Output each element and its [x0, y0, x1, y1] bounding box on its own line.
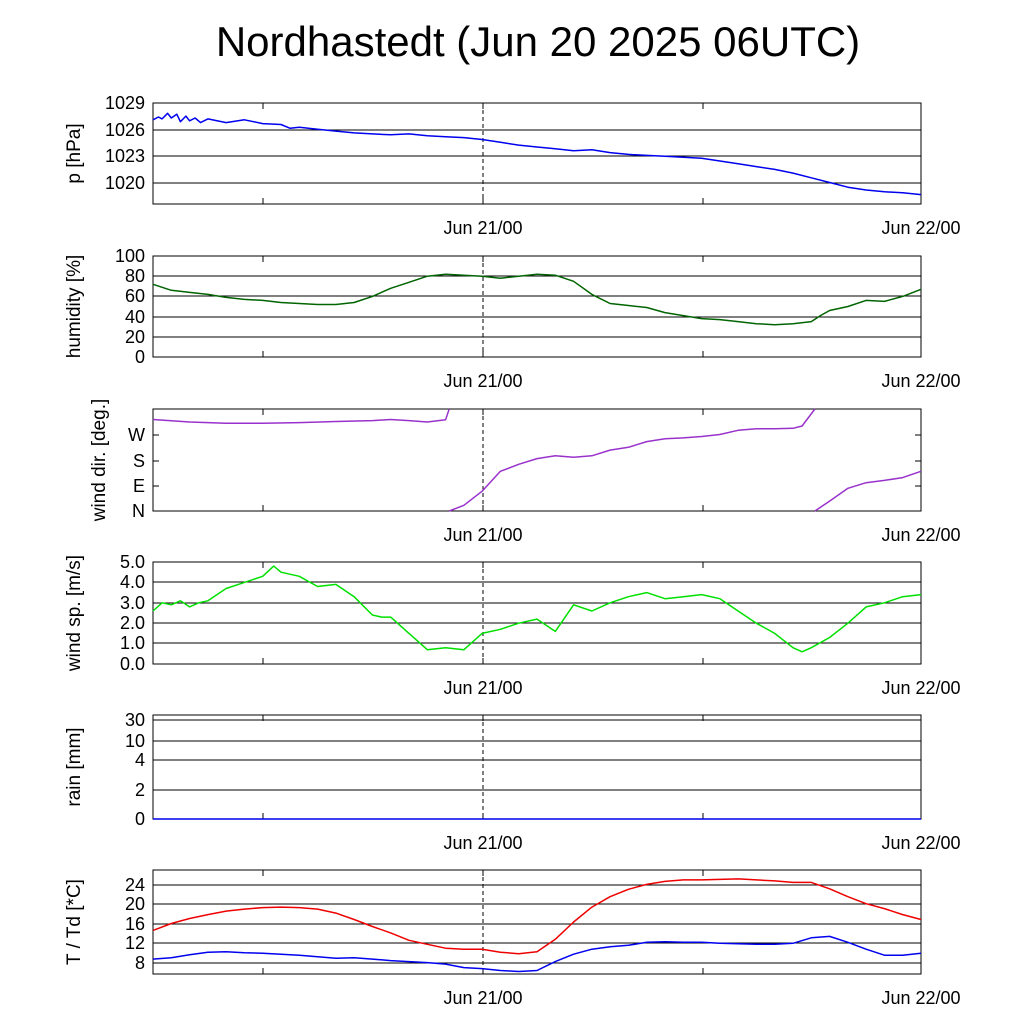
- series-line: [152, 878, 922, 955]
- y-tick-label: 16: [125, 914, 145, 934]
- y-tick-label: S: [133, 451, 145, 471]
- series-line: [152, 273, 922, 326]
- y-tick-label: 1023: [105, 146, 145, 166]
- series-line: [152, 565, 922, 653]
- y-tick-label: 0.0: [120, 654, 145, 674]
- y-tick-label: 20: [125, 894, 145, 914]
- y-tick-label: 1020: [105, 173, 145, 193]
- y-tick-label: W: [128, 425, 145, 445]
- x-tick-label: Jun 22/00: [881, 678, 960, 698]
- y-tick-label: E: [133, 476, 145, 496]
- x-tick-label: Jun 22/00: [881, 218, 960, 238]
- x-tick-label: Jun 21/00: [443, 678, 522, 698]
- y-tick-label: N: [132, 501, 145, 521]
- panel-frame: [152, 255, 922, 358]
- series-line: [152, 112, 922, 196]
- x-tick-label: Jun 22/00: [881, 371, 960, 391]
- y-tick-label: 5.0: [120, 552, 145, 572]
- y-tick-label: 80: [125, 266, 145, 286]
- y-axis-label: wind sp. [m/s]: [64, 555, 85, 672]
- x-tick-label: Jun 21/00: [443, 218, 522, 238]
- y-tick-label: 4: [135, 750, 145, 770]
- y-tick-label: 40: [125, 307, 145, 327]
- y-tick-label: 0: [135, 347, 145, 367]
- x-tick-label: Jun 22/00: [881, 988, 960, 1008]
- y-axis-label: humidity [%]: [64, 255, 85, 358]
- panel-frame: [152, 561, 922, 665]
- series-line: [448, 408, 816, 512]
- y-tick-label: 2: [135, 780, 145, 800]
- y-tick-label: 100: [115, 246, 145, 266]
- y-tick-label: 30: [125, 710, 145, 730]
- y-tick-label: 1029: [105, 93, 145, 113]
- chart-title: Nordhastedt (Jun 20 2025 06UTC): [215, 18, 861, 65]
- series-line: [814, 470, 922, 512]
- x-tick-label: Jun 22/00: [881, 525, 960, 545]
- y-axis-label: p [hPa]: [64, 123, 85, 183]
- y-tick-label: 60: [125, 286, 145, 306]
- y-axis-label: rain [mm]: [64, 727, 85, 806]
- y-tick-label: 8: [135, 953, 145, 973]
- x-tick-label: Jun 21/00: [443, 833, 522, 853]
- series-line: [152, 408, 450, 424]
- y-tick-label: 2.0: [120, 613, 145, 633]
- x-tick-label: Jun 22/00: [881, 833, 960, 853]
- panel-frame: [152, 408, 922, 512]
- x-tick-label: Jun 21/00: [443, 371, 522, 391]
- y-tick-label: 20: [125, 327, 145, 347]
- y-tick-label: 1026: [105, 120, 145, 140]
- series-line: [152, 935, 922, 973]
- panel-frame: [152, 102, 922, 205]
- y-tick-label: 3.0: [120, 593, 145, 613]
- y-axis-label: T / Td [*C]: [64, 879, 85, 965]
- y-tick-label: 0: [135, 809, 145, 829]
- x-tick-label: Jun 21/00: [443, 988, 522, 1008]
- y-tick-label: 12: [125, 933, 145, 953]
- y-tick-label: 24: [125, 875, 145, 895]
- panel-frame: [152, 714, 922, 820]
- y-tick-label: 1.0: [120, 633, 145, 653]
- y-tick-label: 10: [125, 731, 145, 751]
- x-tick-label: Jun 21/00: [443, 525, 522, 545]
- panel-frame: [152, 869, 922, 975]
- y-axis-label: wind dir. [deg.]: [89, 399, 110, 523]
- y-tick-label: 4.0: [120, 572, 145, 592]
